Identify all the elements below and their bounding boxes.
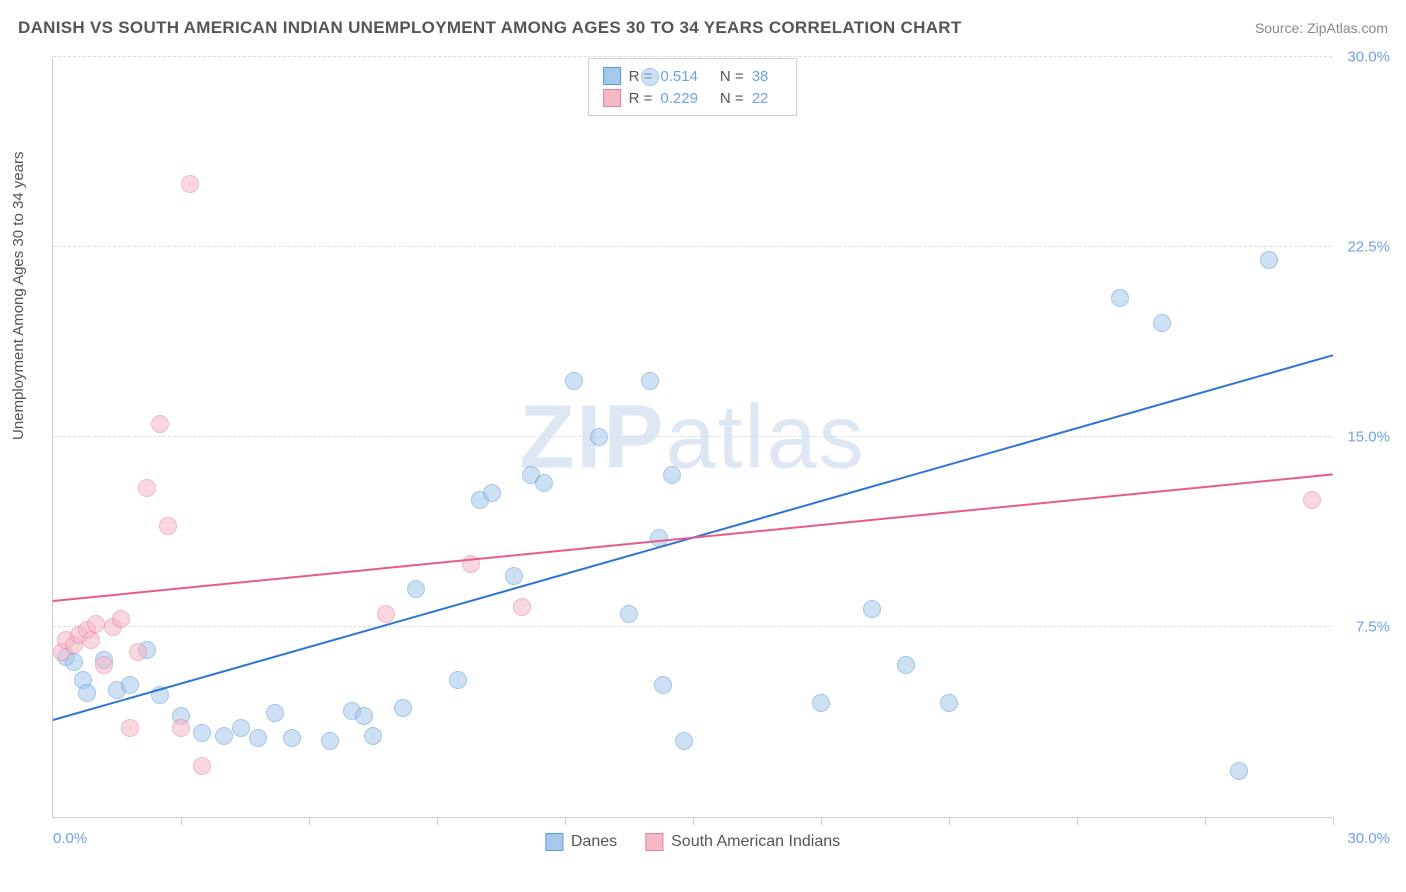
swatch-sai	[603, 89, 621, 107]
x-tick	[949, 817, 950, 825]
scatter-point	[129, 643, 147, 661]
scatter-point	[172, 719, 190, 737]
scatter-point	[87, 615, 105, 633]
grid-line	[53, 246, 1332, 247]
scatter-point	[159, 517, 177, 535]
swatch-danes	[603, 67, 621, 85]
n-label: N =	[720, 90, 744, 107]
scatter-point	[641, 372, 659, 390]
grid-line	[53, 626, 1332, 627]
trend-line	[53, 473, 1333, 602]
scatter-point	[897, 656, 915, 674]
scatter-point	[95, 656, 113, 674]
scatter-point	[283, 729, 301, 747]
scatter-point	[620, 605, 638, 623]
plot-area: ZIPatlas R = 0.514 N = 38 R = 0.229 N = …	[52, 58, 1332, 818]
scatter-point	[151, 415, 169, 433]
scatter-point	[355, 707, 373, 725]
source-prefix: Source:	[1255, 20, 1307, 36]
scatter-point	[193, 757, 211, 775]
scatter-point	[121, 676, 139, 694]
scatter-point	[940, 694, 958, 712]
watermark: ZIPatlas	[519, 386, 865, 489]
x-tick	[821, 817, 822, 825]
scatter-point	[321, 732, 339, 750]
scatter-point	[215, 727, 233, 745]
x-axis-min-label: 0.0%	[53, 830, 87, 847]
scatter-point	[1111, 289, 1129, 307]
scatter-point	[1260, 251, 1278, 269]
scatter-point	[505, 567, 523, 585]
x-tick	[1205, 817, 1206, 825]
x-tick	[1077, 817, 1078, 825]
stats-box: R = 0.514 N = 38 R = 0.229 N = 22	[588, 58, 798, 116]
x-tick	[1333, 817, 1334, 825]
scatter-point	[1153, 314, 1171, 332]
scatter-point	[377, 605, 395, 623]
y-tick-label: 30.0%	[1347, 49, 1390, 66]
scatter-point	[483, 484, 501, 502]
watermark-rest: atlas	[665, 387, 865, 487]
n-label: N =	[720, 68, 744, 85]
x-tick	[309, 817, 310, 825]
scatter-point	[590, 428, 608, 446]
legend-label-sai: South American Indians	[671, 833, 840, 851]
scatter-point	[112, 610, 130, 628]
scatter-point	[535, 474, 553, 492]
y-axis-label: Unemployment Among Ages 30 to 34 years	[10, 151, 27, 440]
scatter-point	[407, 580, 425, 598]
scatter-point	[121, 719, 139, 737]
x-tick	[437, 817, 438, 825]
scatter-point	[675, 732, 693, 750]
grid-line	[53, 436, 1332, 437]
r-label: R =	[629, 90, 653, 107]
legend-label-danes: Danes	[571, 833, 617, 851]
x-tick	[565, 817, 566, 825]
x-tick	[693, 817, 694, 825]
scatter-point	[394, 699, 412, 717]
scatter-point	[78, 684, 96, 702]
scatter-point	[513, 598, 531, 616]
scatter-point	[249, 729, 267, 747]
scatter-point	[266, 704, 284, 722]
y-tick-label: 15.0%	[1347, 429, 1390, 446]
scatter-point	[449, 671, 467, 689]
scatter-point	[1303, 491, 1321, 509]
y-tick-label: 22.5%	[1347, 239, 1390, 256]
stats-row-sai: R = 0.229 N = 22	[603, 87, 783, 109]
scatter-point	[812, 694, 830, 712]
legend-swatch-sai	[645, 833, 663, 851]
n-value-danes: 38	[752, 68, 769, 85]
chart-title: DANISH VS SOUTH AMERICAN INDIAN UNEMPLOY…	[18, 18, 962, 38]
scatter-point	[663, 466, 681, 484]
scatter-point	[364, 727, 382, 745]
x-axis-max-label: 30.0%	[1347, 830, 1390, 847]
scatter-point	[193, 724, 211, 742]
x-tick	[181, 817, 182, 825]
r-value-danes: 0.514	[660, 68, 698, 85]
legend-item-sai: South American Indians	[645, 833, 840, 851]
scatter-point	[181, 175, 199, 193]
chart-container: DANISH VS SOUTH AMERICAN INDIAN UNEMPLOY…	[0, 0, 1406, 892]
scatter-point	[654, 676, 672, 694]
scatter-point	[1230, 762, 1248, 780]
scatter-point	[565, 372, 583, 390]
legend-swatch-danes	[545, 833, 563, 851]
scatter-point	[863, 600, 881, 618]
source-attribution: Source: ZipAtlas.com	[1255, 20, 1388, 36]
scatter-point	[232, 719, 250, 737]
stats-row-danes: R = 0.514 N = 38	[603, 65, 783, 87]
n-value-sai: 22	[752, 90, 769, 107]
y-tick-label: 7.5%	[1356, 619, 1390, 636]
scatter-point	[138, 479, 156, 497]
source-link[interactable]: ZipAtlas.com	[1307, 20, 1388, 36]
legend-item-danes: Danes	[545, 833, 617, 851]
scatter-point	[82, 631, 100, 649]
r-value-sai: 0.229	[660, 90, 698, 107]
grid-line	[53, 56, 1332, 57]
scatter-point	[641, 68, 659, 86]
legend: Danes South American Indians	[545, 833, 840, 851]
